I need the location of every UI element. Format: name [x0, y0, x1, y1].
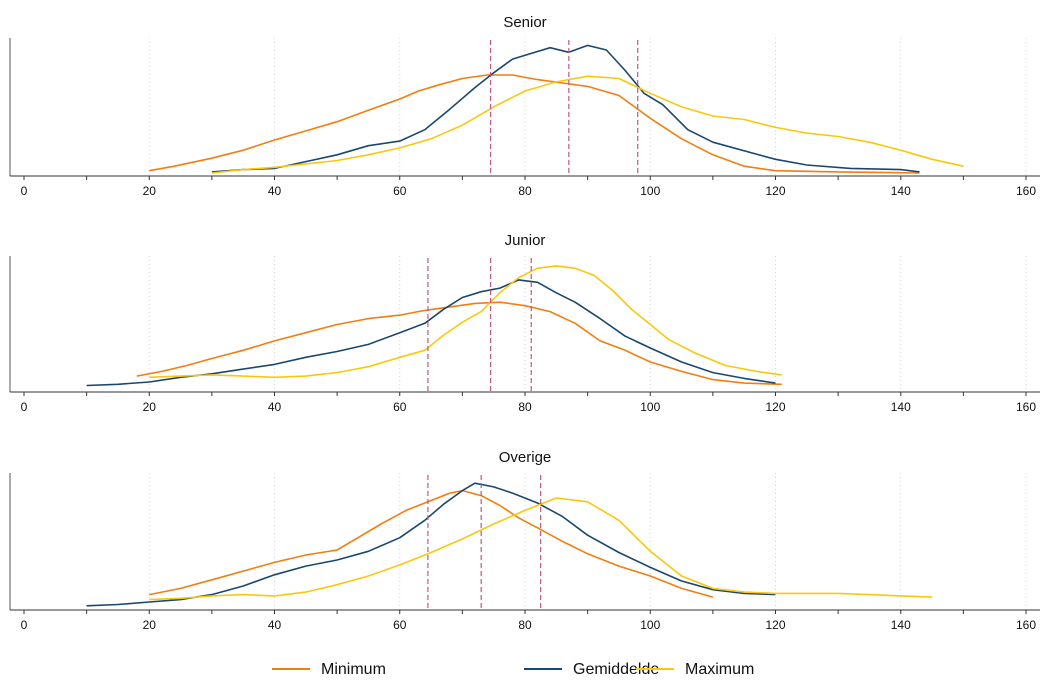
- x-tick-label: 60: [393, 184, 407, 198]
- series-line-gemiddelde: [211, 44, 920, 173]
- legend-label: Minimum: [321, 661, 386, 678]
- x-tick-label: 100: [640, 184, 660, 198]
- x-tick-label: 160: [1016, 400, 1036, 414]
- x-tick-label: 140: [891, 184, 911, 198]
- panel-junior: Junior 0 20 40 60 80 100 120 140 160: [9, 232, 1040, 414]
- legend-item-gemiddelde: Gemiddelde: [524, 661, 659, 678]
- x-tick-label: 120: [765, 184, 785, 198]
- x-tick-label: 40: [268, 400, 282, 414]
- x-tick-label: 100: [640, 618, 660, 632]
- panel-overige: Overige 0 20 40 60 80 100 120 140 160: [9, 449, 1040, 632]
- series-line-maximum: [211, 75, 964, 174]
- panel-title: Junior: [505, 232, 546, 249]
- x-tick-label: 120: [765, 618, 785, 632]
- x-tick-label: 120: [765, 400, 785, 414]
- legend-item-minimum: Minimum: [272, 661, 386, 678]
- x-tick-label: 0: [21, 184, 28, 198]
- x-tick-label: 140: [891, 400, 911, 414]
- series-line-maximum: [149, 497, 933, 601]
- x-tick-label: 160: [1016, 618, 1036, 632]
- legend: Minimum Gemiddelde Maximum: [272, 661, 754, 678]
- series-line-gemiddelde: [86, 279, 776, 387]
- x-tick-label: 80: [518, 184, 532, 198]
- x-tick-label: 40: [268, 184, 282, 198]
- x-tick-label: 80: [518, 400, 532, 414]
- series-line-maximum: [149, 265, 782, 379]
- x-tick-label: 20: [143, 618, 157, 632]
- x-tick-label: 0: [21, 400, 28, 414]
- series-line-gemiddelde: [86, 482, 776, 607]
- x-tick-label: 20: [143, 400, 157, 414]
- x-tick-label: 140: [891, 618, 911, 632]
- x-tick-label: 80: [518, 618, 532, 632]
- panel-senior: Senior 0 20 40 60 80 100 120 140 160: [9, 14, 1040, 198]
- series-line-minimum: [149, 74, 920, 174]
- series-line-minimum: [136, 301, 782, 386]
- panel-title: Overige: [499, 449, 552, 466]
- legend-item-maximum: Maximum: [636, 661, 754, 678]
- legend-label: Gemiddelde: [573, 661, 659, 678]
- x-tick-label: 20: [143, 184, 157, 198]
- x-tick-label: 160: [1016, 184, 1036, 198]
- x-tick-label: 0: [21, 618, 28, 632]
- legend-label: Maximum: [685, 661, 754, 678]
- x-tick-label: 60: [393, 618, 407, 632]
- x-tick-label: 60: [393, 400, 407, 414]
- x-tick-label: 100: [640, 400, 660, 414]
- panel-title: Senior: [503, 14, 546, 31]
- chart-panels: Senior 0 20 40 60 80 100 120 140 160 Junior 0 20 40 60…: [9, 14, 1040, 632]
- x-tick-label: 40: [268, 618, 282, 632]
- series-line-minimum: [149, 489, 714, 598]
